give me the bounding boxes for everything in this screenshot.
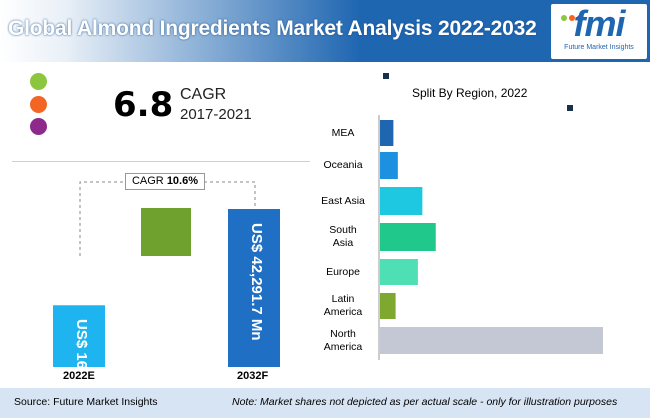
bullet-green	[30, 73, 47, 90]
region-split-chart	[378, 115, 603, 360]
bullet-orange	[30, 96, 47, 113]
logo-text: fmi	[573, 3, 626, 44]
market-size-chart	[53, 181, 280, 367]
region-label-line: America	[323, 306, 363, 318]
region-label-line: Asia	[332, 237, 354, 249]
footer	[0, 388, 650, 418]
kpi-period: 2017-2021	[180, 106, 252, 123]
bar-label-2032: US$ 42,291.7 Mn	[248, 223, 265, 341]
region-label-line: Europe	[326, 265, 360, 278]
market-bar-2032F	[228, 209, 280, 367]
header-banner: Global Almond Ingredients Market Analysi…	[0, 0, 650, 62]
region-chart-title: Split By Region, 2022	[412, 86, 528, 100]
x-tick-2022: 2022E	[63, 370, 95, 382]
source-text: Source: Future Market Insights	[14, 396, 158, 408]
region-label-line: America	[323, 340, 363, 353]
kpi-value: 6.8	[113, 85, 174, 125]
logo-subtitle: Future Market Insights	[564, 44, 634, 51]
region-label-latin-america: Latin America	[310, 293, 376, 319]
region-label-mea: MEA	[310, 127, 376, 140]
region-label-oceania: Oceania	[310, 159, 376, 172]
region-label-line: MEA	[331, 126, 355, 139]
region-label-south-asia: South Asia	[310, 224, 376, 250]
region-label-europe: Europe	[310, 266, 376, 279]
logo-dot-orange	[569, 15, 575, 21]
cagr-annotation: CAGR 10.6%	[125, 173, 205, 190]
kpi-label: CAGR	[180, 86, 227, 103]
fmi-logo: fmi Future Market Insights	[551, 4, 647, 59]
bullet-purple	[30, 118, 47, 135]
region-bar-oceania	[380, 152, 398, 179]
header-fade	[0, 0, 360, 62]
x-tick-2032: 2032F	[237, 370, 269, 382]
divider	[12, 161, 310, 162]
market-bar-2022E	[53, 305, 105, 367]
logo-dot-green	[561, 15, 567, 21]
region-label-east-asia: East Asia	[310, 195, 376, 208]
region-label-line: Oceania	[323, 159, 363, 171]
region-label-line: Latin	[331, 293, 355, 305]
region-bar-latin-america	[380, 293, 396, 319]
region-label-line: North	[330, 327, 356, 340]
region-bar-mea	[380, 120, 394, 146]
region-label-line: South	[329, 224, 357, 236]
page-title: Global Almond Ingredients Market Analysi…	[8, 17, 537, 40]
cagr-connector	[79, 181, 256, 256]
region-bar-east-asia	[380, 187, 423, 215]
decor-square-1	[383, 73, 389, 79]
region-label-line: East Asia	[321, 194, 365, 207]
region-bar-north-america	[380, 327, 603, 354]
cagr-annotation-label: CAGR	[131, 175, 164, 187]
logo-dot-purple	[577, 15, 583, 21]
cagr-annotation-value: 10.6%	[166, 175, 199, 187]
decor-square-2	[567, 105, 573, 111]
note-text: Note: Market shares not depicted as per …	[232, 396, 618, 408]
logo-dots	[561, 8, 585, 26]
growth-block	[141, 208, 191, 256]
region-bar-europe	[380, 259, 418, 285]
region-label-north-america: North America	[310, 328, 376, 354]
region-bar-south-asia	[380, 223, 436, 251]
